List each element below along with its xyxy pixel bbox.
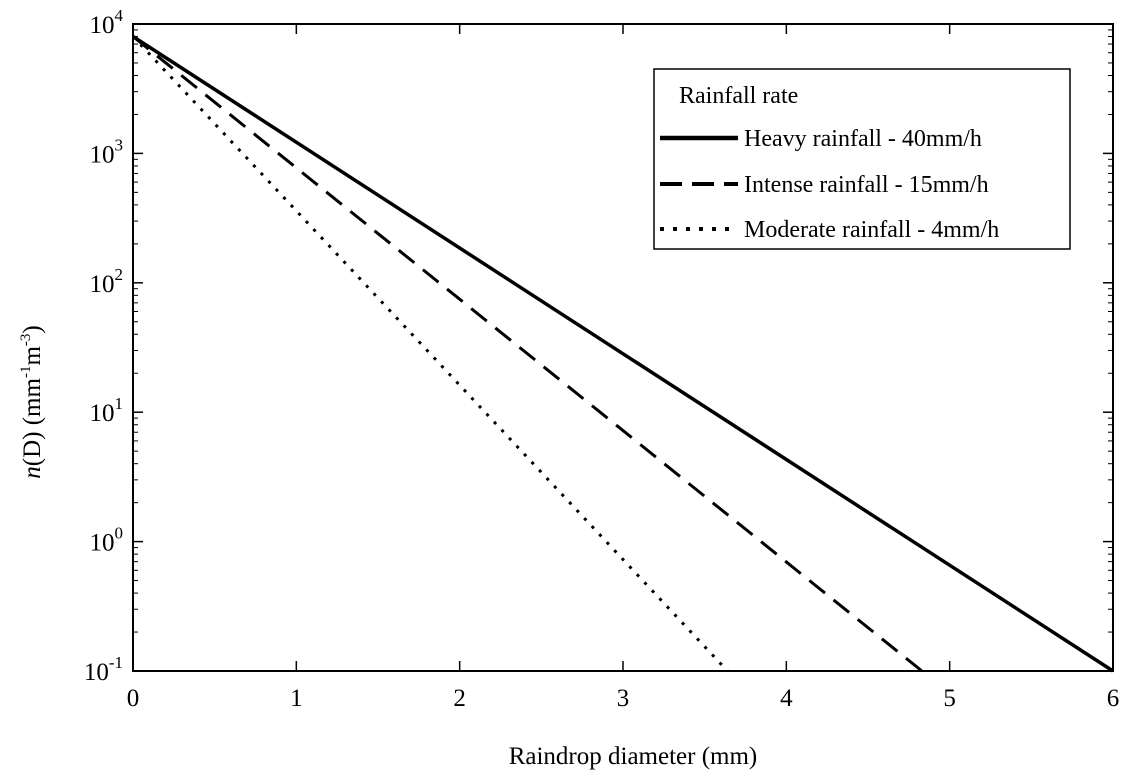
x-tick-label: 6 [1107, 685, 1120, 712]
series-line-solid [132, 35, 1114, 673]
y-axis-label-close: ) [19, 325, 46, 333]
x-tick-label: 1 [290, 685, 303, 712]
y-tick-label: 101 [90, 394, 124, 427]
y-axis-label-exp1: -1 [18, 366, 34, 379]
y-tick-label: 102 [90, 265, 124, 298]
legend-label: Heavy rainfall - 40mm/h [744, 126, 982, 152]
legend-items: Heavy rainfall - 40mm/h Intense rainfall … [660, 126, 999, 243]
x-tick-label: 0 [127, 685, 140, 712]
y-axis-label-exp2: -3 [18, 334, 34, 347]
legend-label: Moderate rainfall - 4mm/h [744, 217, 999, 243]
series-line-dashed [132, 35, 923, 673]
series-lines [131, 35, 1114, 673]
y-axis-label: n(D) (mm-1m-3) [18, 325, 46, 478]
y-axis-label-arg: (D) [19, 432, 46, 467]
y-tick-label: 103 [90, 135, 124, 168]
x-tick-label: 4 [780, 685, 793, 712]
legend-title: Rainfall rate [679, 83, 798, 109]
series-line-dotted [131, 35, 729, 673]
legend-label: Intense rainfall - 15mm/h [744, 172, 989, 198]
x-tick-label: 3 [617, 685, 630, 712]
y-axis-ticks: 104 103 102 101 100 10-1 [84, 6, 1113, 686]
x-tick-label: 2 [453, 685, 466, 712]
legend-box [653, 68, 1071, 250]
y-axis-label-var: n [19, 466, 46, 479]
x-tick-label: 5 [943, 685, 956, 712]
x-axis-ticks: 0 1 2 3 4 5 6 [127, 24, 1120, 712]
y-tick-label: 100 [90, 524, 124, 557]
y-tick-label: 10-1 [84, 653, 123, 686]
legend: Rainfall rate Heavy rainfall - 40mm/h Int… [653, 68, 1071, 250]
y-tick-label: 104 [90, 6, 124, 39]
x-axis-label: Raindrop diameter (mm) [509, 743, 758, 770]
y-axis-label-unit: (mm [19, 377, 46, 425]
y-axis-label-mid: m [19, 346, 46, 366]
